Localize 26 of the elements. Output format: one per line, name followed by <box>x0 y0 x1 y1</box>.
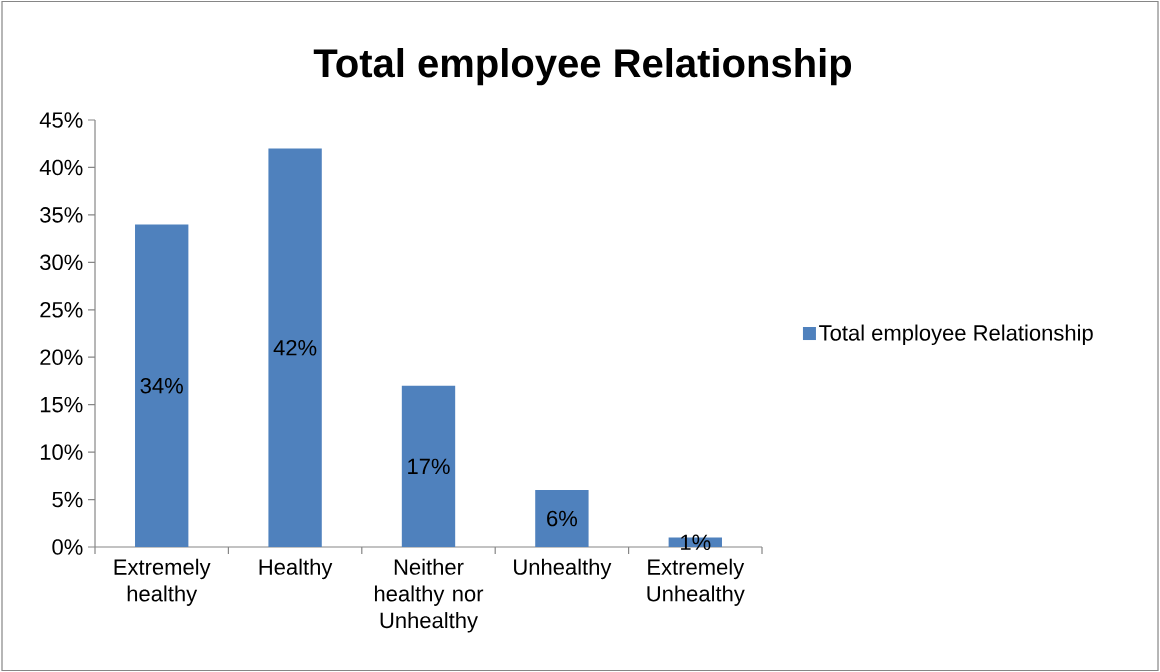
x-tick-label: Healthy <box>259 558 333 580</box>
y-tick-label: 45% <box>39 112 83 128</box>
data-label: 34% <box>140 377 183 394</box>
bar <box>535 490 589 547</box>
data-label: 6% <box>547 510 578 527</box>
x-tick-label: Extremely Unhealthy <box>647 558 745 606</box>
y-tick-label: 25% <box>40 301 83 318</box>
y-tick-label: 20% <box>40 349 83 366</box>
data-label: 17% <box>408 458 450 475</box>
bar <box>135 224 189 547</box>
y-tick-label: 40% <box>39 159 83 176</box>
bar <box>401 385 456 547</box>
y-tick-label: 15% <box>40 396 83 413</box>
data-label: 42% <box>273 339 317 356</box>
y-tick-label: 10% <box>40 444 83 460</box>
bar <box>268 148 322 547</box>
data-label: 1% <box>681 534 711 550</box>
x-tick-label: Extremely healthy <box>114 558 211 606</box>
y-tick-label: 35% <box>40 207 83 223</box>
y-tick-label: 5% <box>52 491 83 508</box>
legend-label: Total employee Relationship <box>819 324 1093 346</box>
x-tick-label: Unhealthy <box>514 558 612 580</box>
y-tick-label: 30% <box>40 254 83 271</box>
x-tick-label: Neither healthy nor Unhealthy <box>374 558 484 633</box>
chart-title: Total employee Relationship <box>313 48 852 86</box>
y-tick-label: 0% <box>52 539 83 555</box>
